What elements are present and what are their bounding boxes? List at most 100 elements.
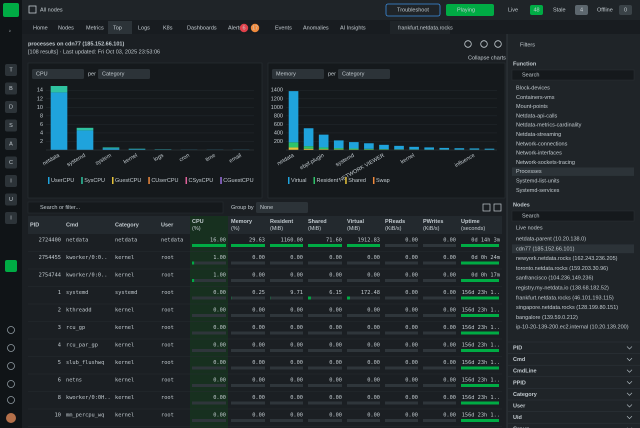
expand-icon: ›: [9, 28, 11, 34]
section-title[interactable]: Function: [513, 61, 537, 67]
title-icon: [464, 40, 472, 48]
bar-segment: [102, 147, 120, 149]
legend-label[interactable]: Virtual: [291, 178, 307, 184]
cell-value: root: [161, 290, 174, 296]
space-icon: [5, 119, 17, 132]
function-item[interactable]: Network-interfaces: [516, 151, 562, 157]
column-header[interactable]: Memory: [231, 219, 253, 225]
legend-label[interactable]: Shared: [348, 178, 366, 184]
column-header[interactable]: PReads: [385, 219, 405, 225]
node-item[interactable]: cdn77 (185.152.66.101): [516, 246, 575, 252]
space-letter: T: [9, 67, 13, 73]
column-header[interactable]: CPU: [192, 219, 204, 225]
legend-label[interactable]: Resident: [317, 178, 339, 184]
search-box: [27, 201, 224, 214]
function-item[interactable]: Network-sockets-tracing: [516, 160, 575, 166]
column-header[interactable]: Virtual: [347, 219, 364, 225]
filter-section[interactable]: PPID: [513, 380, 526, 386]
filter-section[interactable]: Category: [513, 392, 538, 398]
tab[interactable]: Metrics: [86, 25, 104, 31]
legend-label[interactable]: CUserCPU: [151, 178, 178, 184]
node-item[interactable]: bangalore (139.59.0.212): [516, 315, 578, 321]
legend-label[interactable]: SysCPU: [84, 178, 105, 184]
tab[interactable]: Nodes: [58, 25, 74, 31]
node-item[interactable]: sanfrancisco (104.236.149.236): [516, 276, 594, 282]
cell-value: 156d 23h 1..: [462, 413, 500, 419]
filter-section[interactable]: Uid: [513, 415, 522, 421]
cell-bar-track: [270, 401, 303, 405]
bar-segment: [348, 148, 359, 150]
function-item[interactable]: Mount-points: [516, 104, 548, 110]
legend-swatch: [112, 177, 114, 184]
tab[interactable]: Dashboards: [187, 25, 217, 31]
cell-bar: [461, 419, 499, 422]
section-title[interactable]: Nodes: [513, 202, 530, 208]
troubleshoot-label: Troubleshoot: [397, 7, 429, 13]
node-item[interactable]: singapore.netdata.rocks (128.199.80.151): [516, 305, 618, 311]
filter-section[interactable]: Group: [513, 427, 530, 428]
cell-bar-track: [385, 296, 418, 300]
cell-bar-track: [270, 384, 303, 387]
legend-label[interactable]: Swap: [376, 178, 390, 184]
cell-value: 0.00: [213, 308, 226, 314]
node-item[interactable]: netdata-parent (10.20.138.0): [516, 236, 586, 242]
node-item[interactable]: toronto.netdata.rocks (159.203.30.96): [516, 266, 608, 272]
node-item[interactable]: ip-10-20-139-200.ec2.internal (10.20.139…: [516, 325, 629, 331]
collapse-charts[interactable]: Collapse charts: [468, 55, 506, 61]
column-header[interactable]: Category: [115, 222, 140, 228]
column-header[interactable]: PWrites: [423, 219, 443, 225]
function-item[interactable]: Network-connections: [516, 141, 568, 147]
cell-bar: [347, 296, 350, 300]
tab[interactable]: Logs: [138, 25, 150, 31]
function-item[interactable]: Processes: [516, 169, 542, 175]
cell-bar-track: [308, 279, 342, 282]
column-header[interactable]: Uptime: [461, 219, 480, 225]
legend-label[interactable]: CSysCPU: [189, 178, 214, 184]
tab[interactable]: AI Insights: [340, 25, 366, 31]
function-item[interactable]: Block-devices: [516, 85, 550, 91]
legend-label[interactable]: CGuestCPU: [223, 178, 253, 184]
node-item[interactable]: frankfurt.netdata.rocks (46.101.193.115): [516, 295, 614, 301]
page-subtitle: [108 results] · Last updated: Fri Oct 03…: [28, 49, 160, 55]
node-item[interactable]: registry.my-netdata.io (138.68.182.52): [516, 285, 609, 291]
column-header[interactable]: Shared: [308, 219, 327, 225]
per-label: per: [328, 71, 336, 77]
function-item[interactable]: Containers-vms: [516, 95, 555, 101]
y-tick-label: 4: [40, 130, 43, 136]
tab[interactable]: Anomalies: [303, 25, 329, 31]
filter-section[interactable]: PID: [513, 345, 522, 351]
cell-bar-track: [308, 384, 342, 387]
tab[interactable]: Top: [113, 25, 122, 31]
function-item[interactable]: Systemd-list-units: [516, 178, 560, 184]
user-avatar: [6, 413, 16, 423]
column-header[interactable]: Cmd: [66, 222, 78, 228]
space-icon: [5, 193, 17, 206]
space-letter: U: [9, 197, 13, 203]
cell-value: 0.00: [443, 273, 456, 279]
cell-value: 0.00: [405, 325, 418, 331]
filter-section[interactable]: Cmd: [513, 357, 525, 363]
cell-value: kernel: [115, 343, 134, 349]
filter-section[interactable]: CmdLine: [513, 369, 537, 375]
function-item[interactable]: Netdata-metrics-cardinality: [516, 123, 582, 129]
tab[interactable]: K8s: [163, 25, 173, 31]
cell-bar: [347, 244, 380, 247]
bar-segment: [102, 148, 120, 150]
column-header[interactable]: User: [161, 222, 174, 228]
legend-label[interactable]: UserCPU: [51, 178, 74, 184]
legend-label[interactable]: GuestCPU: [115, 178, 141, 184]
tab[interactable]: Events: [275, 25, 292, 31]
cell-value: kernel: [115, 325, 134, 331]
function-item[interactable]: Netdata-api-calls: [516, 113, 558, 119]
tab[interactable]: Home: [33, 25, 48, 31]
cell-value: kernel: [115, 273, 134, 279]
node-item[interactable]: newyork.netdata.rocks (162.243.236.205): [516, 256, 618, 262]
tab[interactable]: Alerts: [228, 25, 242, 31]
column-header[interactable]: PID: [30, 222, 39, 228]
function-item[interactable]: Systemd-services: [516, 188, 560, 194]
function-item[interactable]: Netdata-streaming: [516, 132, 561, 138]
filter-section[interactable]: User: [513, 403, 526, 409]
sidebar-icon: [7, 326, 15, 334]
column-header[interactable]: Resident: [270, 219, 293, 225]
bar-segment: [333, 140, 344, 149]
